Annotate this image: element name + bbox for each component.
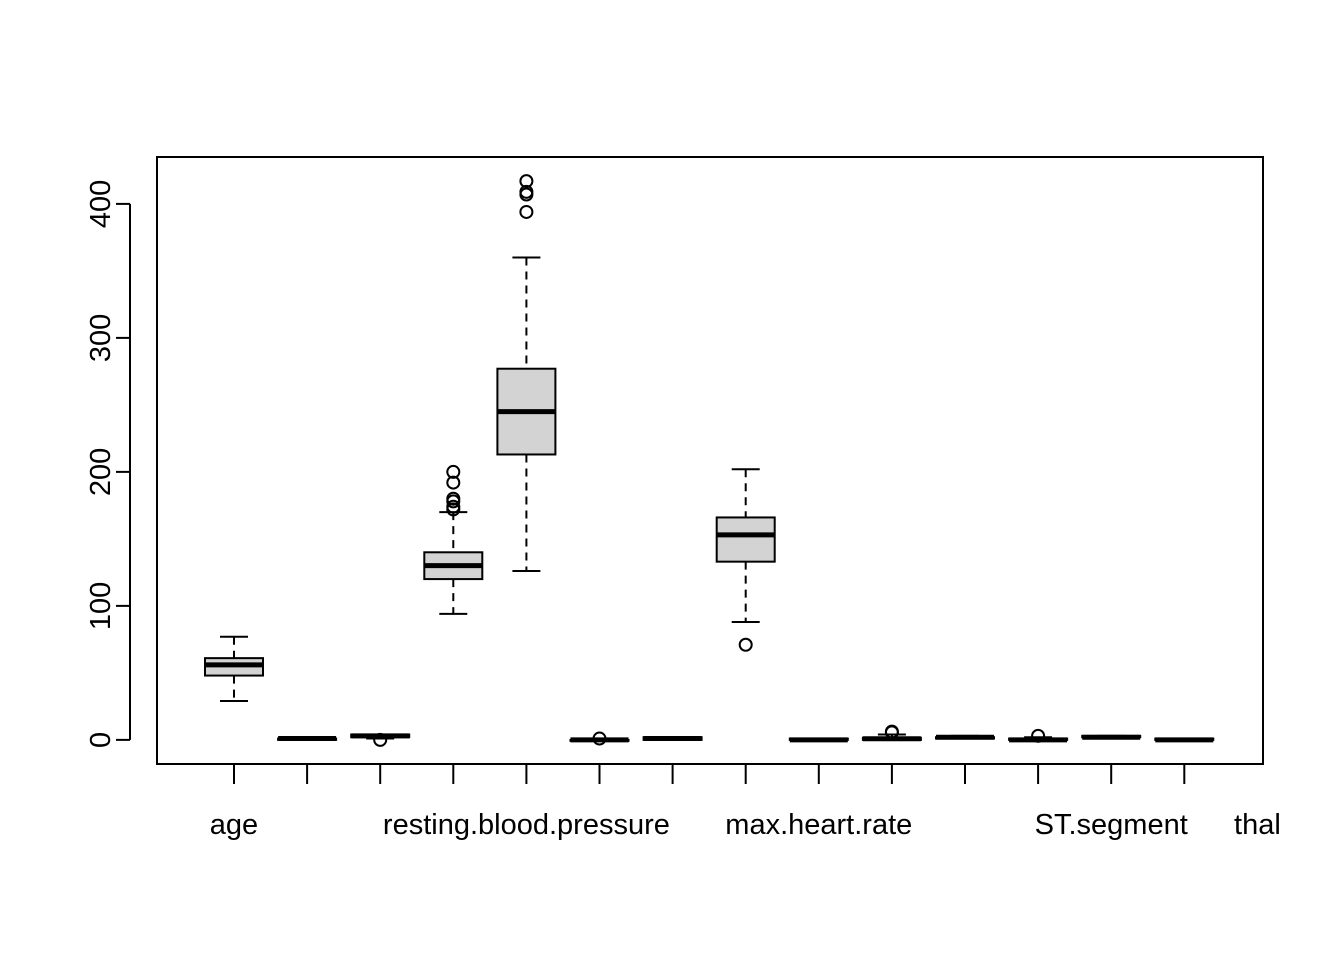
- x-axis: age resting.blood.pressure max.heart.rate S…: [210, 764, 1281, 841]
- box-group: [569, 731, 630, 746]
- y-tick-label: 0: [85, 732, 117, 748]
- outlier-point: [519, 204, 534, 219]
- x-tick-label: thal: [1234, 809, 1281, 841]
- box-group: [423, 464, 484, 615]
- box-group: [1008, 728, 1069, 743]
- outlier-point: [446, 499, 461, 514]
- x-tick-label: resting.blood.pressure: [383, 809, 670, 841]
- outlier-point: [446, 491, 461, 506]
- y-tick-label: 100: [85, 582, 117, 630]
- outlier-point: [1031, 728, 1046, 743]
- x-tick-label: ST.segment: [1035, 809, 1188, 841]
- x-tick-label: age: [210, 809, 258, 841]
- x-tick-label: max.heart.rate: [725, 809, 912, 841]
- outlier-point: [592, 731, 607, 746]
- y-tick-label: 300: [85, 314, 117, 362]
- box-group: [496, 174, 557, 573]
- box-group: [277, 736, 338, 742]
- outlier-point: [446, 464, 461, 479]
- plot-frame: [156, 156, 1264, 765]
- y-axis: 0 100 200 300 400: [85, 180, 131, 748]
- outlier-point: [519, 174, 534, 189]
- box-group: [861, 724, 922, 742]
- box-group: [1154, 737, 1215, 743]
- box-group: [715, 468, 776, 652]
- outlier-point: [446, 475, 461, 490]
- y-tick-label: 400: [85, 180, 117, 228]
- box-group: [1081, 734, 1142, 740]
- box-group: [642, 736, 703, 742]
- box-series: [204, 174, 1215, 747]
- box-group: [204, 635, 264, 703]
- outlier-point: [373, 732, 388, 747]
- box-group: [935, 734, 995, 740]
- y-tick-label: 200: [85, 448, 117, 496]
- box-group: [788, 737, 849, 743]
- outlier-point: [738, 637, 753, 652]
- box: [715, 516, 776, 563]
- outlier-point: [884, 724, 899, 739]
- box-group: [350, 732, 411, 747]
- outlier-point: [519, 184, 534, 199]
